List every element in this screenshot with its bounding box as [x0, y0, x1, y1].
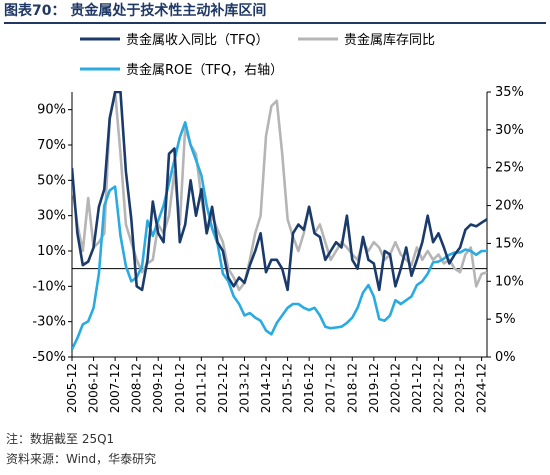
data-cutoff-note: 注：数据截至 25Q1 — [6, 432, 115, 446]
x-axis-tick-label: 2015-12 — [281, 363, 295, 413]
x-axis-tick-label: 2012-12 — [216, 363, 230, 413]
x-axis-tick-label: 2011-12 — [194, 363, 208, 413]
x-axis-tick-label: 2021-12 — [410, 363, 424, 413]
right-axis-tick-label: 10% — [495, 274, 524, 289]
right-axis-tick-label: 15% — [495, 236, 524, 251]
left-axis-tick-label: -10% — [32, 279, 66, 294]
x-axis-tick-label: 2006-12 — [87, 363, 101, 413]
x-axis-tick-label: 2009-12 — [151, 363, 165, 413]
right-axis-tick-label: 35% — [495, 85, 524, 100]
right-axis-tick-label: 30% — [495, 123, 524, 138]
revenue-yoy-line — [72, 91, 487, 292]
right-axis-tick-label: 0% — [495, 350, 516, 365]
x-axis-tick-label: 2017-12 — [324, 363, 338, 413]
left-axis-tick-label: -30% — [32, 315, 66, 330]
left-axis-tick-label: -50% — [32, 350, 66, 365]
legend-label: 贵金属收入同比（TFQ） — [126, 32, 269, 48]
roe-line — [72, 121, 487, 350]
chart-title: 图表70： 贵金属处于技术性主动补库区间 — [4, 3, 267, 19]
x-axis-tick-label: 2013-12 — [237, 363, 251, 413]
left-axis-tick-label: 10% — [37, 244, 66, 259]
left-axis-tick-label: 50% — [37, 173, 66, 188]
left-axis-tick-label: 70% — [37, 138, 66, 153]
x-axis-tick-label: 2023-12 — [453, 363, 467, 413]
title-underline — [4, 22, 546, 24]
right-axis-tick-label: 25% — [495, 161, 524, 176]
x-axis-tick-label: 2014-12 — [259, 363, 273, 413]
right-axis-tick-label: 5% — [495, 312, 516, 327]
x-axis-tick-label: 2007-12 — [108, 363, 122, 413]
legend-label: 贵金属库存同比 — [344, 32, 435, 48]
x-axis-tick-label: 2019-12 — [367, 363, 381, 413]
source-note: 资料来源：Wind，华泰研究 — [6, 452, 157, 466]
left-axis-tick-label: 30% — [37, 209, 66, 224]
x-axis-tick-label: 2010-12 — [173, 363, 187, 413]
chart-area: -50% -30% -10% 10% 30% 50% 70% 90% 0% 5% 10% 15% 20%… — [32, 32, 524, 413]
x-axis-tick-label: 2016-12 — [302, 363, 316, 413]
x-axis-tick-label: 2018-12 — [345, 363, 359, 413]
x-axis-tick-label: 2020-12 — [388, 363, 402, 413]
legend-label: 贵金属ROE（TFQ，右轴） — [126, 62, 283, 78]
x-axis-tick-label: 2005-12 — [65, 363, 79, 413]
x-axis-tick-label: 2022-12 — [431, 363, 445, 413]
x-axis-tick-label: 2024-12 — [475, 363, 489, 413]
right-axis-tick-label: 20% — [495, 199, 524, 214]
left-axis-tick-label: 90% — [37, 103, 66, 118]
x-axis-tick-label: 2008-12 — [130, 363, 144, 413]
